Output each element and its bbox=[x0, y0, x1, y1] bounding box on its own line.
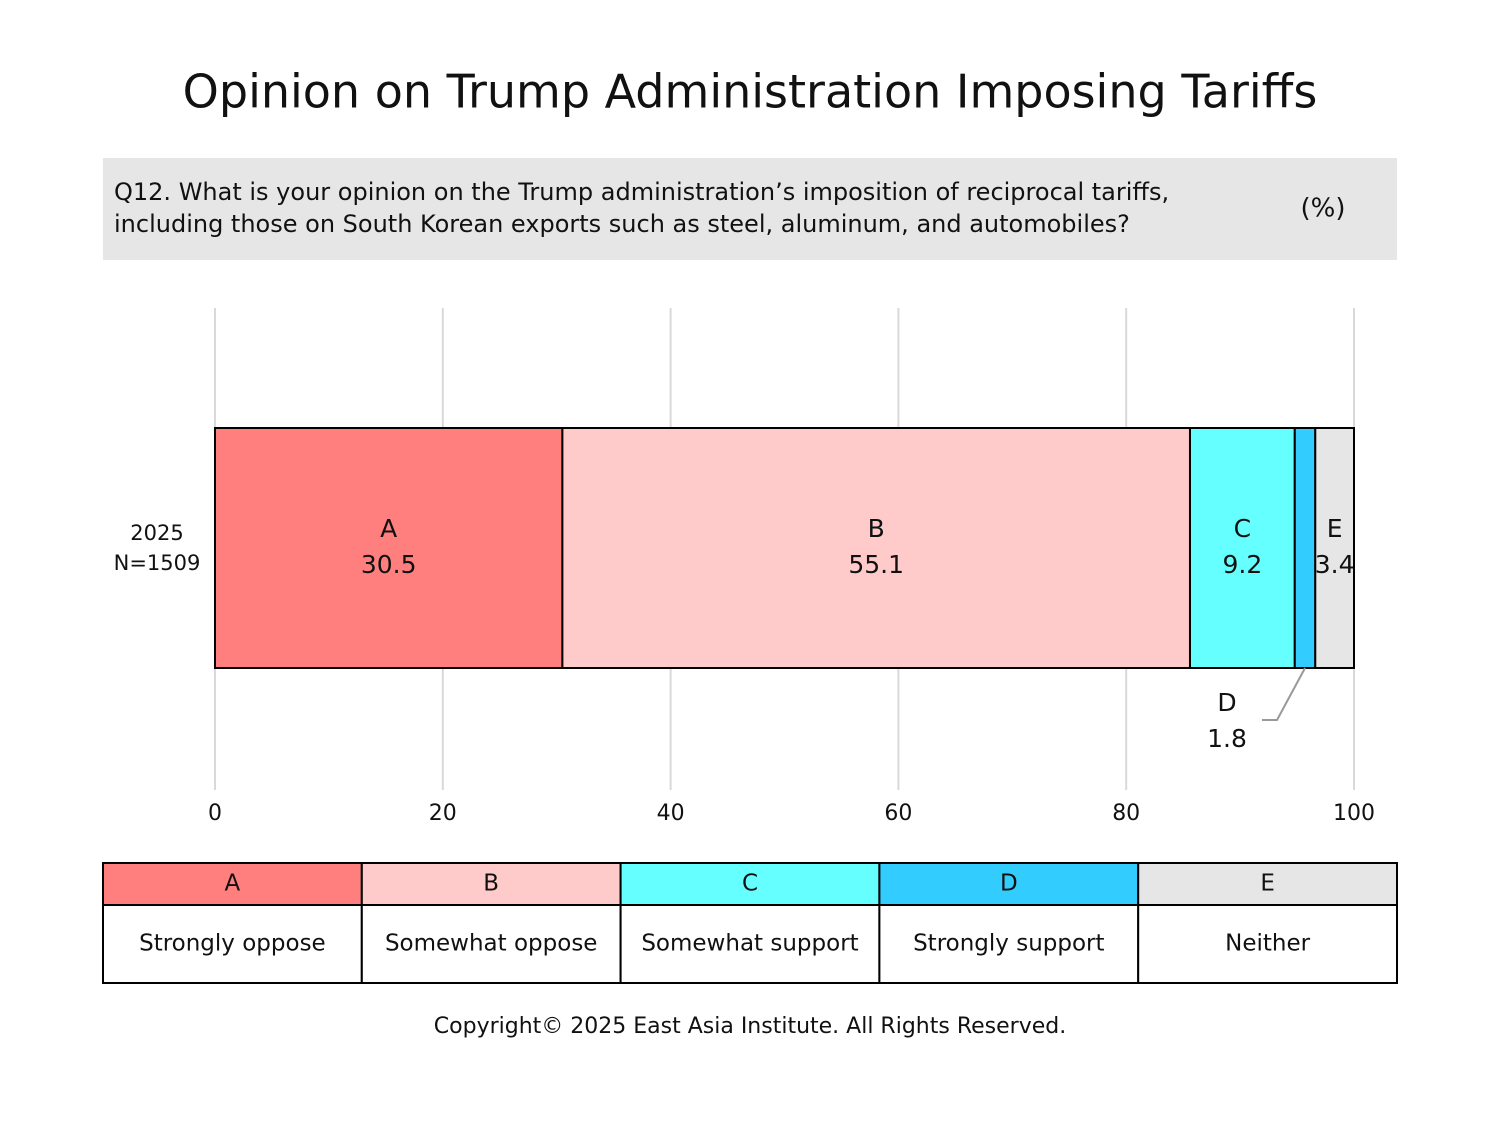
data-label: 1.8 bbox=[1207, 724, 1247, 753]
bar-segment bbox=[1293, 427, 1317, 669]
data-label: 9.2 bbox=[1222, 550, 1262, 579]
category-label: 2025 bbox=[130, 521, 183, 545]
legend-cell bbox=[360, 904, 622, 984]
x-tick-label: 80 bbox=[1112, 801, 1140, 826]
subtitle: Q12. What is your opinion on the Trump a… bbox=[114, 178, 1169, 206]
data-label: 55.1 bbox=[848, 550, 904, 579]
segment-name: D bbox=[1217, 688, 1236, 717]
legend-label: Strongly oppose bbox=[139, 931, 326, 957]
legend-key: D bbox=[1000, 871, 1018, 897]
legend-key: C bbox=[742, 871, 758, 897]
legend-label: Strongly support bbox=[913, 931, 1104, 957]
x-tick-label: 40 bbox=[657, 801, 685, 826]
copyright: Copyright© 2025 East Asia Institute. All… bbox=[434, 1014, 1066, 1039]
legend-swatch bbox=[619, 862, 881, 906]
legend-cell bbox=[1137, 904, 1398, 984]
legend-key: B bbox=[483, 871, 499, 897]
bar-segment bbox=[214, 427, 564, 669]
x-tick-label: 20 bbox=[429, 801, 457, 826]
legend-cell bbox=[102, 904, 363, 984]
legend-key: A bbox=[225, 871, 241, 897]
legend-label: Somewhat support bbox=[641, 931, 858, 957]
bar-segment bbox=[561, 427, 1191, 669]
legend-key: E bbox=[1260, 871, 1275, 897]
legend-cell bbox=[878, 904, 1140, 984]
segment-name: C bbox=[1234, 514, 1251, 543]
x-tick-label: 100 bbox=[1333, 801, 1375, 826]
x-tick-label: 60 bbox=[884, 801, 912, 826]
legend-cell bbox=[619, 904, 881, 984]
data-label: 30.5 bbox=[361, 550, 417, 579]
question-box bbox=[103, 158, 1397, 260]
data-label: 3.4 bbox=[1315, 550, 1355, 579]
legend-label: Somewhat oppose bbox=[385, 931, 598, 957]
x-tick-label: 0 bbox=[208, 801, 222, 826]
subtitle: including those on South Korean exports … bbox=[114, 210, 1130, 238]
chart-title: Opinion on Trump Administration Imposing… bbox=[183, 65, 1318, 119]
legend-label: Neither bbox=[1225, 931, 1310, 957]
segment-name: B bbox=[868, 514, 885, 543]
legend-swatch bbox=[878, 862, 1140, 906]
bar-segment bbox=[1314, 427, 1356, 669]
segment-name: A bbox=[380, 514, 397, 543]
bar-segment bbox=[1188, 427, 1296, 669]
segment-name: E bbox=[1327, 514, 1343, 543]
legend-swatch bbox=[1137, 862, 1398, 906]
unit-label: (%) bbox=[1301, 194, 1346, 224]
sample-size: N=1509 bbox=[114, 551, 201, 575]
leader-line bbox=[1262, 667, 1306, 721]
